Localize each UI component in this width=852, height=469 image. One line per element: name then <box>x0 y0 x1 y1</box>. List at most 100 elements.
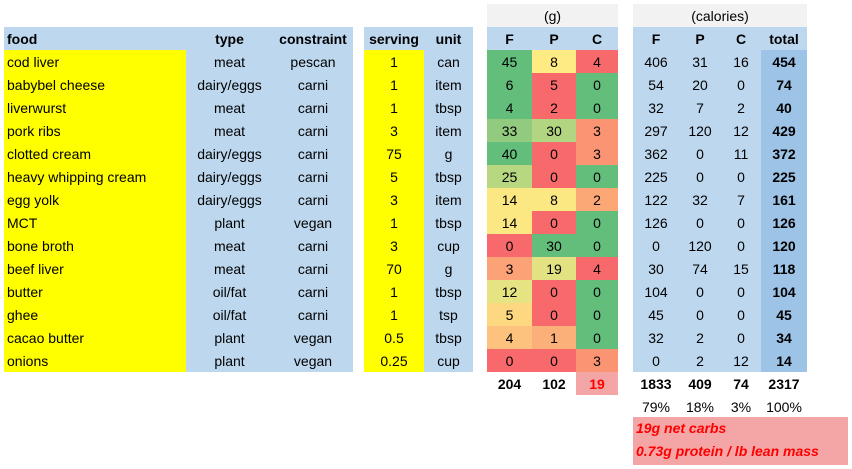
calories-c: 11 <box>721 142 761 165</box>
serving-unit: g <box>424 142 473 165</box>
table-row: cod liver meat pescan <box>4 50 353 73</box>
grams-f: 12 <box>487 280 532 303</box>
serving-amount: 1 <box>364 280 424 303</box>
table-row: 14 0 0 <box>487 211 619 234</box>
grams-p: 1 <box>532 326 576 349</box>
calories-total: 14 <box>761 349 808 372</box>
grams-c: 3 <box>576 142 619 165</box>
serving-unit: g <box>424 257 473 280</box>
food-name: bone broth <box>4 234 186 257</box>
total-grams-f: 204 <box>497 375 522 392</box>
calories-f: 104 <box>633 280 679 303</box>
serving-amount: 1 <box>364 50 424 73</box>
food-constraint: pescan <box>273 50 353 73</box>
grams-f: 25 <box>487 165 532 188</box>
grams-c: 0 <box>576 73 619 96</box>
food-constraint: carni <box>273 96 353 119</box>
table-row: egg yolk dairy/eggs carni <box>4 188 353 211</box>
header-food: food <box>4 27 186 50</box>
totals-row: 204 102 19 <box>487 372 619 395</box>
table-row: 40 0 3 <box>487 142 619 165</box>
serving-unit: cup <box>424 349 473 372</box>
calories-total: 429 <box>761 119 808 142</box>
table-row: 126 0 0 126 <box>633 211 808 234</box>
serving-amount: 3 <box>364 188 424 211</box>
header-g-f: F <box>487 27 532 50</box>
food-name: pork ribs <box>4 119 186 142</box>
table-row: 1 tsp <box>364 303 473 326</box>
header-g-c: C <box>576 27 619 50</box>
calories-p: 120 <box>679 234 721 257</box>
food-type: meat <box>186 257 273 280</box>
table-row: 45 8 4 <box>487 50 619 73</box>
calories-p: 7 <box>679 96 721 119</box>
grams-f: 4 <box>487 96 532 119</box>
grams-f: 14 <box>487 211 532 234</box>
calories-f: 0 <box>633 234 679 257</box>
grams-c: 0 <box>576 96 619 119</box>
grams-p: 0 <box>532 280 576 303</box>
grams-p: 5 <box>532 73 576 96</box>
calories-table: (calories) F P C total 406 31 16 454 54 20 0 74… <box>633 4 808 418</box>
table-row: 1 can <box>364 50 473 73</box>
food-constraint: carni <box>273 142 353 165</box>
table-row: 225 0 0 225 <box>633 165 808 188</box>
food-constraint: carni <box>273 165 353 188</box>
serving-amount: 75 <box>364 142 424 165</box>
food-type: dairy/eggs <box>186 142 273 165</box>
grams-c: 0 <box>576 234 619 257</box>
total-calories-c: 74 <box>733 375 749 392</box>
calories-c: 0 <box>721 73 761 96</box>
grams-p: 0 <box>532 211 576 234</box>
calories-c: 15 <box>721 257 761 280</box>
header-cal-f: F <box>633 27 679 50</box>
table-row: liverwurst meat carni <box>4 96 353 119</box>
table-row: 32 7 2 40 <box>633 96 808 119</box>
calories-p: 2 <box>679 349 721 372</box>
grams-p: 0 <box>532 142 576 165</box>
table-row: 0 2 12 14 <box>633 349 808 372</box>
calories-p: 32 <box>679 188 721 211</box>
grams-f: 5 <box>487 303 532 326</box>
serving-amount: 5 <box>364 165 424 188</box>
food-constraint: carni <box>273 234 353 257</box>
food-constraint: carni <box>273 280 353 303</box>
food-type: dairy/eggs <box>186 188 273 211</box>
calories-c: 0 <box>721 303 761 326</box>
food-name: cod liver <box>4 50 186 73</box>
total-grams-c: 19 <box>576 372 619 395</box>
food-type: dairy/eggs <box>186 73 273 96</box>
table-row: ghee oil/fat carni <box>4 303 353 326</box>
grams-f: 0 <box>487 234 532 257</box>
table-row: 0.25 cup <box>364 349 473 372</box>
table-row: 14 8 2 <box>487 188 619 211</box>
grams-p: 2 <box>532 96 576 119</box>
calories-c: 0 <box>721 326 761 349</box>
table-row: 0.5 tbsp <box>364 326 473 349</box>
total-calories-p: 409 <box>688 375 712 392</box>
table-row: 406 31 16 454 <box>633 50 808 73</box>
calories-total: 34 <box>761 326 808 349</box>
serving-unit: tsp <box>424 303 473 326</box>
calories-f: 297 <box>633 119 679 142</box>
calories-total: 40 <box>761 96 808 119</box>
grams-group-header: (g) <box>487 4 619 27</box>
food-type: meat <box>186 96 273 119</box>
calories-f: 126 <box>633 211 679 234</box>
calories-f: 225 <box>633 165 679 188</box>
calories-p: 31 <box>679 50 721 73</box>
calories-total: 161 <box>761 188 808 211</box>
food-constraint: carni <box>273 119 353 142</box>
grams-f: 14 <box>487 188 532 211</box>
calories-total: 74 <box>761 73 808 96</box>
food-name: babybel cheese <box>4 73 186 96</box>
note-protein-ratio: 0.73g protein / lb lean mass <box>636 443 819 459</box>
serving-amount: 1 <box>364 96 424 119</box>
table-row: 122 32 7 161 <box>633 188 808 211</box>
totals-row: 1833 409 74 2317 <box>633 372 807 395</box>
grams-c: 2 <box>576 188 619 211</box>
table-row: pork ribs meat carni <box>4 119 353 142</box>
notes-box: 19g net carbs 0.73g protein / lb lean ma… <box>633 417 848 465</box>
calories-f: 54 <box>633 73 679 96</box>
